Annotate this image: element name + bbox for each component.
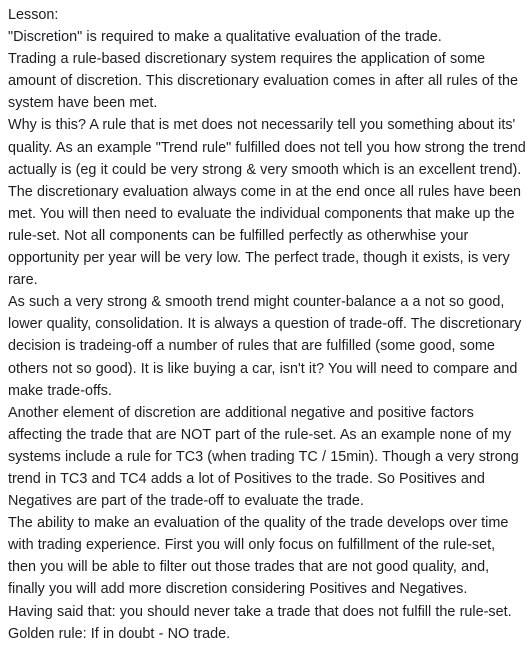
lesson-heading: Lesson: bbox=[8, 7, 59, 23]
paragraph-positives-negatives: Another element of discretion are additi… bbox=[8, 404, 519, 510]
paragraph-rule-based-system: Trading a rule-based discretionary syste… bbox=[8, 51, 519, 112]
paragraph-evaluation-timing: The discretionary evaluation always come… bbox=[8, 183, 521, 289]
paragraph-trade-off: As such a very strong & smooth trend mig… bbox=[8, 294, 522, 399]
paragraph-experience: The ability to make an evaluation of the… bbox=[8, 515, 509, 598]
paragraph-discretion-required: "Discretion" is required to make a quali… bbox=[8, 29, 442, 46]
paragraph-golden-rule: Having said that: you should never take … bbox=[8, 603, 512, 642]
paragraph-why-quality: Why is this? A rule that is met does not… bbox=[8, 117, 526, 178]
